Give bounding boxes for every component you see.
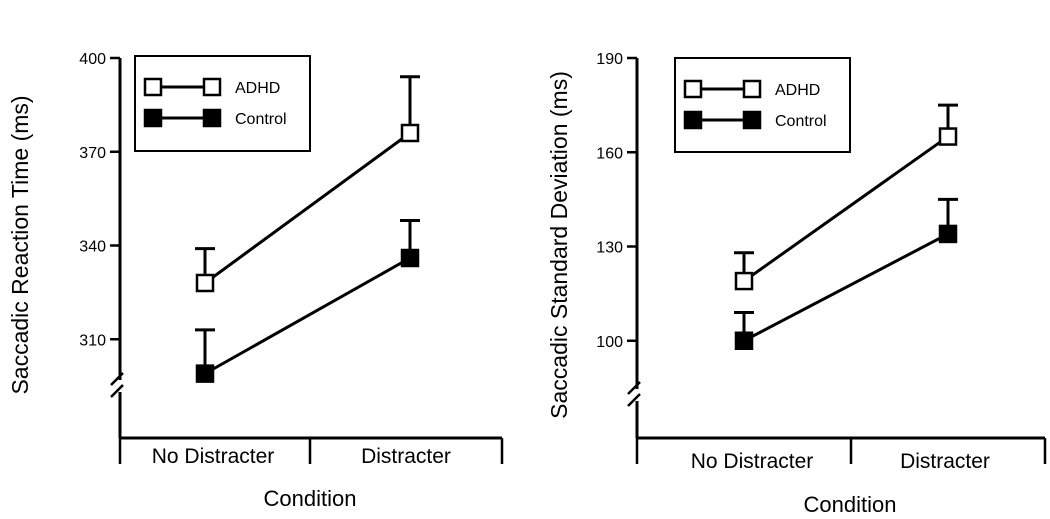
x-category-label: Distracter bbox=[361, 445, 451, 468]
legend-box bbox=[674, 57, 851, 153]
y-axis-title: Saccadic Standard Deviation (ms) bbox=[546, 71, 572, 419]
data-point bbox=[400, 123, 420, 143]
x-category-label: Distracter bbox=[900, 450, 990, 473]
y-tick-label: 160 bbox=[596, 145, 623, 162]
legend-marker bbox=[202, 108, 222, 128]
legend-label: ADHD bbox=[775, 82, 820, 99]
chart-panel-1: 310 340 370 400 No Distracter DistracterCondi… bbox=[7, 51, 504, 511]
data-point bbox=[734, 331, 754, 351]
y-tick-label: 370 bbox=[79, 145, 106, 162]
legend-label: Control bbox=[235, 111, 287, 128]
y-tick-label: 100 bbox=[596, 334, 623, 351]
series-adhd bbox=[195, 75, 420, 293]
x-axis-title: Condition bbox=[264, 486, 357, 511]
legend-marker bbox=[683, 79, 703, 99]
legend: ADHD Control bbox=[674, 57, 851, 153]
y-tick-label: 310 bbox=[79, 332, 106, 349]
x-category-label: No Distracter bbox=[691, 450, 814, 473]
data-point bbox=[734, 271, 754, 291]
series-line bbox=[204, 131, 411, 285]
axis-break-mark bbox=[110, 384, 124, 398]
y-tick-label: 340 bbox=[79, 239, 106, 256]
legend-marker bbox=[143, 108, 163, 128]
data-point bbox=[938, 224, 958, 244]
data-point bbox=[938, 127, 958, 146]
series-control bbox=[734, 197, 958, 351]
axis-break-mark bbox=[627, 393, 641, 407]
axis-break-mark bbox=[627, 381, 641, 395]
legend-box bbox=[134, 55, 311, 152]
data-point bbox=[195, 273, 215, 293]
series-adhd bbox=[734, 103, 958, 291]
legend-marker bbox=[742, 110, 762, 130]
data-point bbox=[400, 248, 420, 268]
data-point bbox=[195, 364, 215, 383]
y-tick-label: 400 bbox=[79, 51, 106, 68]
series-line bbox=[743, 232, 949, 343]
axis-break-mark bbox=[110, 372, 124, 386]
x-category-label: No Distracter bbox=[152, 445, 275, 468]
x-axis-title: Condition bbox=[804, 492, 897, 517]
legend-marker bbox=[143, 77, 163, 97]
series-control bbox=[195, 219, 420, 383]
legend-label: Control bbox=[775, 113, 827, 130]
y-tick-label: 190 bbox=[596, 51, 623, 68]
legend-marker bbox=[202, 77, 222, 97]
series-line bbox=[204, 256, 411, 375]
legend-marker bbox=[683, 110, 703, 130]
chart-panel-2: 100 130 160 190 No Distracter DistracterCondi… bbox=[546, 51, 1047, 517]
legend-marker bbox=[742, 79, 762, 99]
y-tick-label: 130 bbox=[596, 240, 623, 257]
y-axis-title: Saccadic Reaction Time (ms) bbox=[7, 95, 33, 394]
legend-label: ADHD bbox=[235, 80, 280, 97]
series-line bbox=[743, 135, 949, 283]
legend: ADHD Control bbox=[134, 55, 311, 152]
